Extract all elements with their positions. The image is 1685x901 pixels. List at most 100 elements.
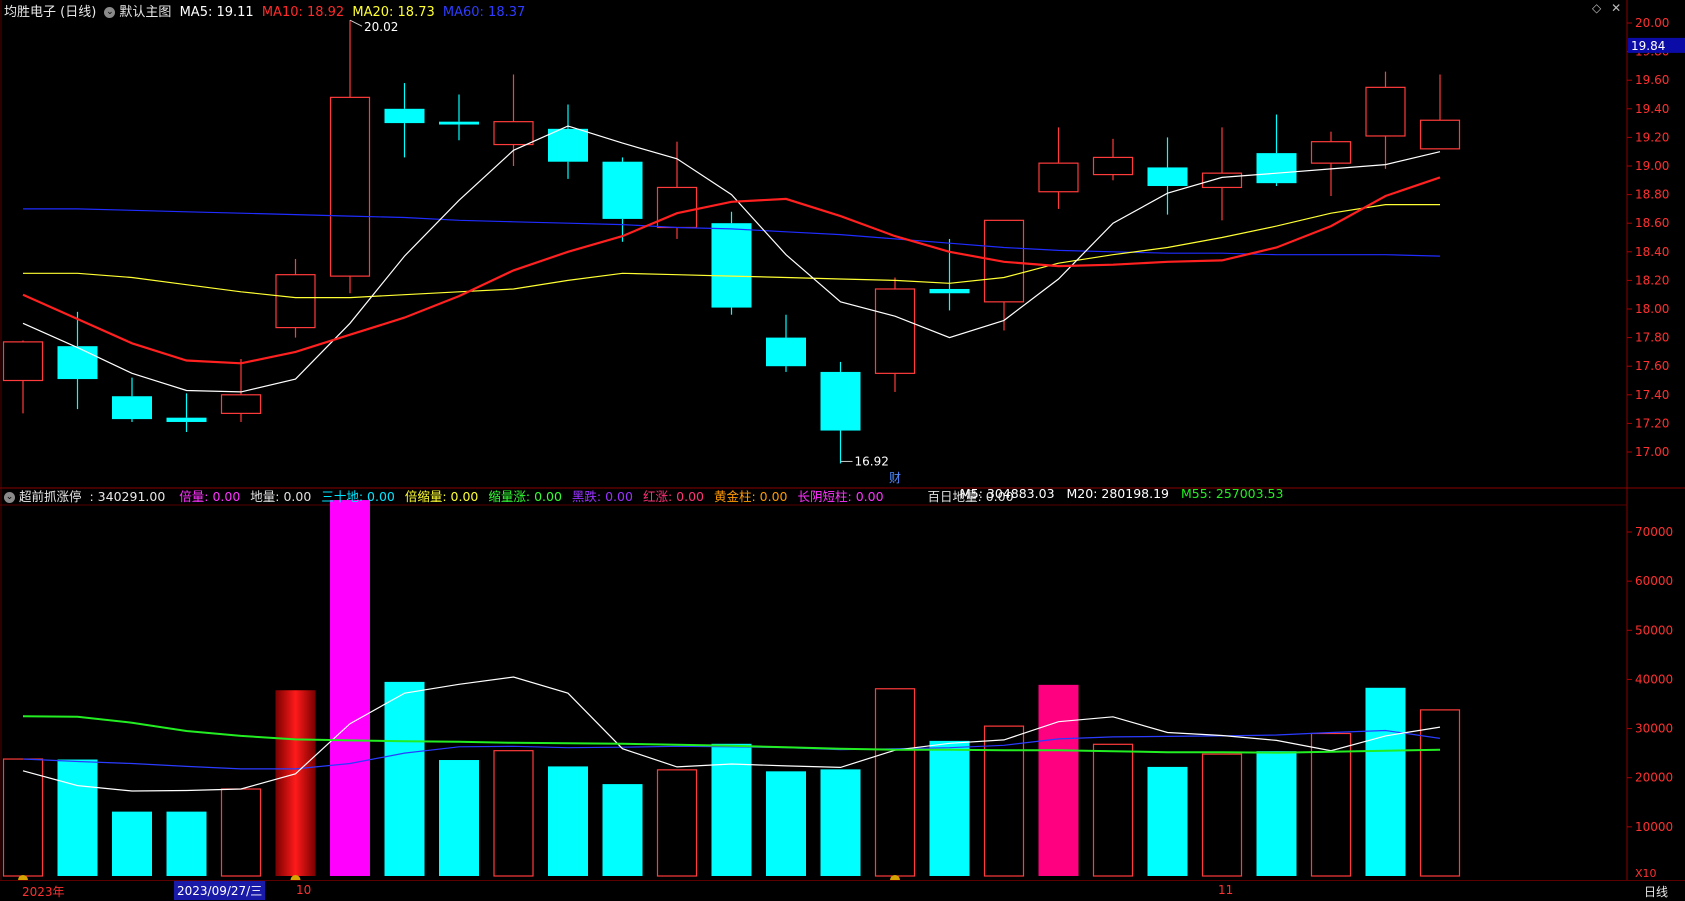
volume-bar <box>112 811 152 876</box>
price-tick-label: 17.20 <box>1635 416 1669 430</box>
candle-up <box>1201 172 1243 189</box>
close-icon[interactable]: ✕ <box>1611 1 1622 15</box>
volume-bar <box>1256 751 1297 876</box>
volume-bar <box>275 690 316 876</box>
m55-label: M55: 257003.53 <box>1180 486 1284 501</box>
volume-tick-label: 40000 <box>1635 672 1673 686</box>
ma5-line <box>22 125 1441 393</box>
volume-bar <box>929 740 970 876</box>
indicator-item-1: 地量: 0.00 <box>250 489 312 504</box>
indicator-item-6: 红涨: 0.00 <box>642 489 704 504</box>
volume-bar <box>874 688 916 877</box>
candle-up <box>1310 141 1352 164</box>
candle-down <box>384 108 425 124</box>
price-tick-label: 17.80 <box>1635 331 1669 345</box>
volume-tick-label: 50000 <box>1635 623 1673 637</box>
candle-down <box>711 223 752 308</box>
volume-bar <box>820 769 861 876</box>
price-tick-label: 18.40 <box>1635 245 1669 259</box>
candle-down <box>166 417 207 422</box>
candle-up <box>493 121 534 146</box>
volume-bar <box>493 750 534 877</box>
volume-bar <box>656 769 698 877</box>
price-tick-label: 17.00 <box>1635 445 1669 459</box>
ma20-line <box>23 204 1440 299</box>
indicator-header: ⌄ 超前抓涨停 : 340291.00 倍量: 0.00 地量: 0.00 三十地: … <box>4 486 1018 505</box>
volume-bar <box>384 681 425 876</box>
volume-bar <box>1365 687 1406 876</box>
high-marker-arrow <box>349 19 363 27</box>
window-controls: ◇ ✕ <box>1592 1 1621 15</box>
stock-title[interactable]: 均胜电子 (日线) <box>4 5 97 20</box>
chevron-down-icon[interactable]: ⌄ <box>104 7 116 18</box>
diamond-icon[interactable]: ◇ <box>1592 1 1602 15</box>
candle-down <box>766 337 806 367</box>
month-label-nov: 11 <box>1218 883 1234 897</box>
volume-tick-label: 20000 <box>1635 771 1673 785</box>
candle-up <box>1365 86 1406 137</box>
volume-bar <box>1147 766 1188 876</box>
ma60-line <box>23 208 1441 257</box>
candle-up <box>1419 119 1461 150</box>
candle-up <box>2 341 44 382</box>
volume-tick-label: 30000 <box>1635 722 1673 736</box>
price-tick-label: 17.60 <box>1635 359 1669 373</box>
indicator-name[interactable]: 超前抓涨停 <box>19 489 82 504</box>
price-tick-label: 18.00 <box>1635 302 1669 316</box>
price-tick-label: 19.20 <box>1635 130 1669 144</box>
volume-bar <box>1201 753 1243 877</box>
volume-m55-line <box>22 715 1441 754</box>
volume-ma-header: M5: 304883.03 M20: 280198.19 M55: 257003… <box>960 486 1287 501</box>
ma20-label: MA20: 18.73 <box>352 5 435 20</box>
indicator-item-5: 黑跌: 0.00 <box>571 489 633 504</box>
volume-bar <box>1310 732 1352 877</box>
volume-bar <box>1419 709 1461 877</box>
volume-bar <box>711 743 752 876</box>
indicator-item-3: 倍缩量: 0.00 <box>404 489 479 504</box>
candle-down <box>820 371 861 431</box>
candle-down <box>439 121 479 125</box>
candle-up <box>874 288 916 374</box>
price-tick-label: 19.40 <box>1635 102 1669 116</box>
indicator-item-0: 倍量: 0.00 <box>179 489 241 504</box>
candle-down <box>548 128 588 162</box>
main-chart-label[interactable]: 默认主图 <box>119 5 172 20</box>
volume-bar <box>220 788 262 877</box>
volume-bar <box>57 759 98 876</box>
ma60-label: MA60: 18.37 <box>442 5 526 20</box>
candle-up <box>656 186 698 229</box>
volume-bar <box>766 771 806 876</box>
volume-bar <box>1038 684 1079 876</box>
date-label: 2023/09/27/三 <box>174 881 266 900</box>
current-price-label: 19.84 <box>1631 39 1665 53</box>
ma5-label: MA5: 19.11 <box>179 5 254 20</box>
period-tab[interactable]: 日线 <box>1644 885 1669 899</box>
year-label: 2023年 <box>22 885 65 899</box>
ma10-line <box>22 176 1441 365</box>
indicator-item-4: 缩量涨: 0.00 <box>488 489 562 504</box>
volume-bar <box>166 811 207 876</box>
candle-down <box>602 161 643 219</box>
volume-tick-label: 60000 <box>1635 574 1673 588</box>
candle-up <box>275 274 316 329</box>
price-tick-label: 17.40 <box>1635 388 1669 402</box>
candle-up <box>1092 156 1134 176</box>
volume-m5-line <box>22 676 1441 792</box>
current-price-box <box>1628 37 1685 53</box>
price-tick-label: 18.80 <box>1635 188 1669 202</box>
scale-label: X10 <box>1635 867 1657 880</box>
volume-bar <box>1092 743 1134 877</box>
indicator-item-7: 黄金柱: 0.00 <box>713 489 788 504</box>
volume-bar <box>2 758 44 877</box>
volume-bar <box>983 725 1025 877</box>
m5-label: M5: 304883.03 <box>960 486 1055 501</box>
m20-label: M20: 280198.19 <box>1066 486 1169 501</box>
candle-down <box>1256 153 1297 184</box>
indicator-item-9: 百日地量: 0.00 <box>927 489 1014 504</box>
month-label-oct: 10 <box>296 883 312 897</box>
price-tick-label: 19.60 <box>1635 73 1669 87</box>
chevron-down-icon[interactable]: ⌄ <box>4 492 15 503</box>
price-tick-label: 20.00 <box>1635 16 1669 30</box>
price-tick-label: 18.20 <box>1635 273 1669 287</box>
